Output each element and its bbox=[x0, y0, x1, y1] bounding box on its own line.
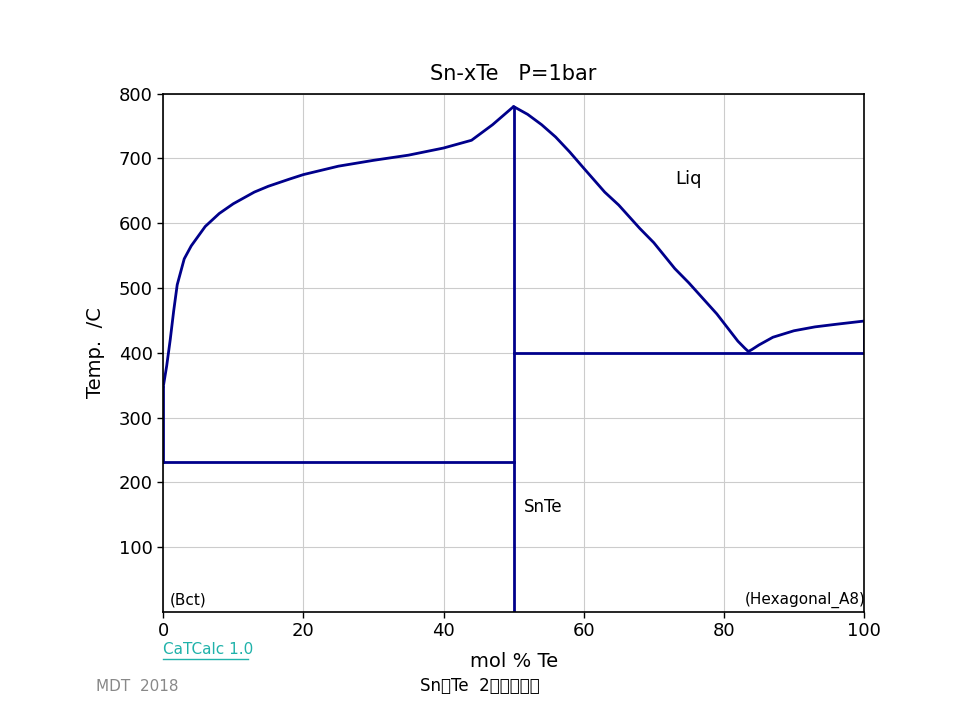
Text: SnTe: SnTe bbox=[524, 498, 563, 516]
Text: Sn－Te  2元系状態図: Sn－Te 2元系状態図 bbox=[420, 678, 540, 696]
Text: MDT  2018: MDT 2018 bbox=[96, 679, 179, 694]
Text: (Hexagonal_A8): (Hexagonal_A8) bbox=[745, 593, 866, 608]
Text: CaTCalc 1.0: CaTCalc 1.0 bbox=[163, 642, 253, 657]
Title: Sn-xTe   P=1bar: Sn-xTe P=1bar bbox=[430, 63, 597, 84]
Text: Liq: Liq bbox=[675, 171, 702, 189]
Y-axis label: Temp.  /C: Temp. /C bbox=[85, 307, 105, 398]
Text: (Bct): (Bct) bbox=[170, 593, 207, 607]
X-axis label: mol % Te: mol % Te bbox=[469, 652, 558, 670]
